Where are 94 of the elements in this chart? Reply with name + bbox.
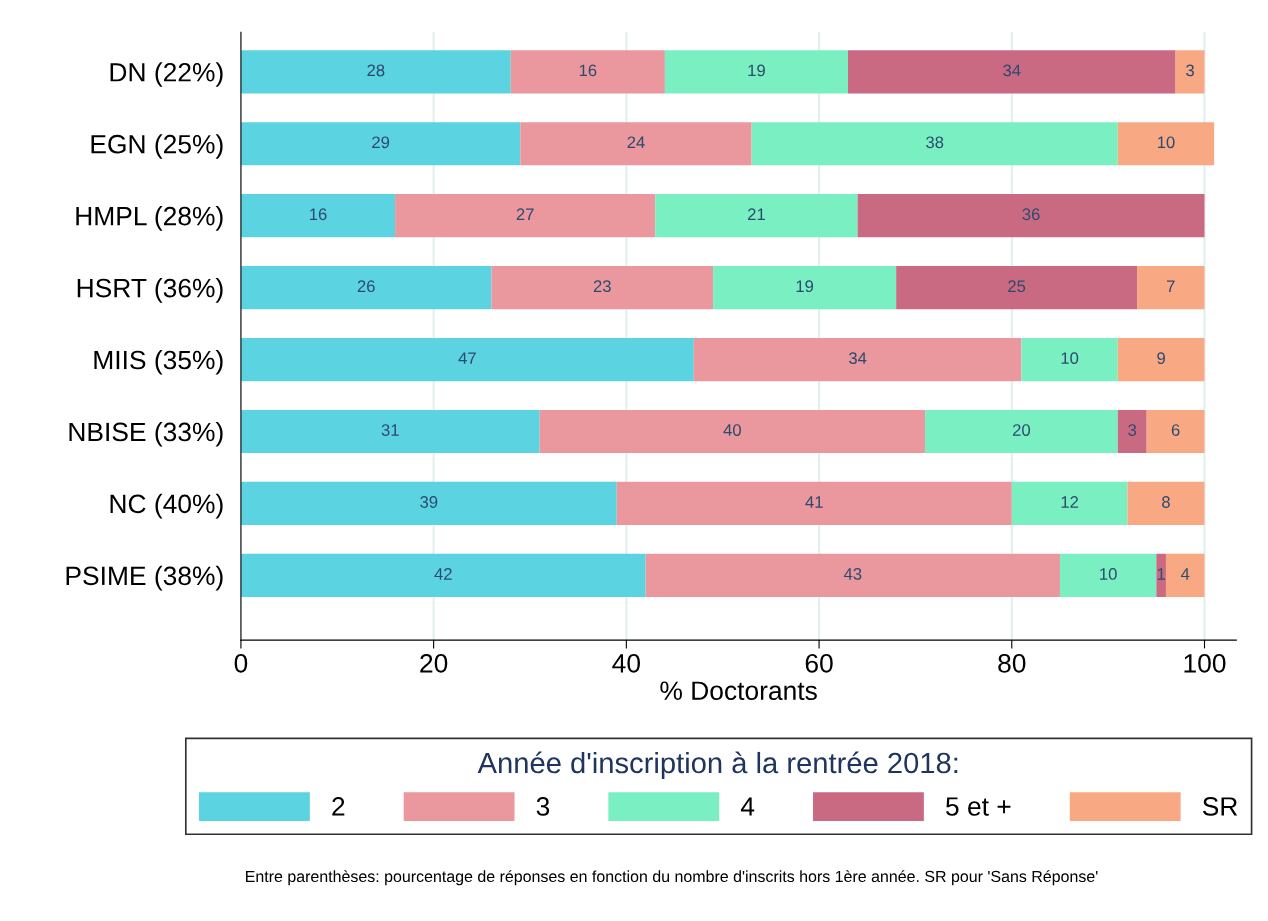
y-tick-label: HMPL (28%) xyxy=(76,206,223,231)
bar xyxy=(1127,481,1205,525)
data-label: 39 xyxy=(420,496,438,508)
legend-label: 3 xyxy=(536,797,550,816)
data-label: 24 xyxy=(627,136,645,149)
bar xyxy=(751,122,1118,166)
y-tick-label: MIIS (35%) xyxy=(94,349,223,375)
data-label: 47 xyxy=(458,352,476,364)
y-tick-label: EGN (25%) xyxy=(91,134,223,159)
bar xyxy=(510,50,665,94)
bar xyxy=(1165,553,1205,597)
bar xyxy=(240,266,492,310)
x-tick-label: 40 xyxy=(612,653,640,673)
data-label: 12 xyxy=(1061,496,1079,508)
bar xyxy=(693,337,1022,382)
data-label: 3 xyxy=(1186,64,1194,77)
y-tick-label: NC (40%) xyxy=(110,493,223,519)
bar xyxy=(240,481,617,525)
data-label: 19 xyxy=(748,64,765,77)
legend-label: 5 et + xyxy=(946,797,1011,816)
data-label: 7 xyxy=(1167,280,1175,292)
data-label: 31 xyxy=(381,424,399,436)
y-tick-label: NBISE (33%) xyxy=(69,421,223,447)
data-label: 38 xyxy=(926,136,944,149)
bar xyxy=(240,337,694,382)
legend-title: Année d'inscription à la rentrée 2018: xyxy=(477,751,958,780)
data-label: 16 xyxy=(310,208,327,221)
bar xyxy=(896,266,1138,310)
data-label: 21 xyxy=(748,208,765,220)
bar xyxy=(1117,409,1147,454)
text: Entre parenthèses: pourcentage de réponses en fonction du nombre d'inscrits hors 1ère année. SR pour 'Sans Réponse' xyxy=(246,870,1098,886)
data-label: 42 xyxy=(434,568,452,580)
legend-label: 2 xyxy=(332,797,345,816)
bar xyxy=(655,194,858,238)
data-label: 23 xyxy=(593,280,611,293)
bar xyxy=(491,266,714,310)
bar xyxy=(240,122,521,166)
bar xyxy=(1137,266,1205,310)
y-tick-label: HSRT (36%) xyxy=(77,278,223,303)
data-label: 34 xyxy=(1003,64,1021,77)
bar xyxy=(1117,122,1215,166)
legend-label: SR xyxy=(1202,797,1238,816)
bar xyxy=(925,409,1118,454)
data-label: 10 xyxy=(1061,352,1079,365)
data-label: 8 xyxy=(1162,496,1170,508)
x-tick-label: 80 xyxy=(998,653,1026,673)
bar xyxy=(240,194,396,238)
data-label: 28 xyxy=(367,64,385,77)
bar xyxy=(395,194,656,238)
bar xyxy=(1059,553,1157,597)
data-label: 4 xyxy=(1180,568,1190,580)
bar xyxy=(1146,409,1205,454)
bar xyxy=(616,481,1012,525)
data-label: 40 xyxy=(723,424,741,436)
data-label: 43 xyxy=(843,568,862,580)
y-tick-label: PSIME (38%) xyxy=(66,565,223,591)
bar xyxy=(240,553,646,597)
data-label: 41 xyxy=(805,496,823,508)
data-label: 27 xyxy=(516,208,534,220)
x-axis-title: % Doctorants xyxy=(660,681,817,701)
data-label: 10 xyxy=(1100,568,1117,580)
bar xyxy=(240,50,511,94)
bar xyxy=(1011,481,1128,525)
data-label: 19 xyxy=(796,280,814,293)
data-label: 25 xyxy=(1008,280,1026,293)
bar xyxy=(1156,553,1166,597)
data-label: 34 xyxy=(848,352,867,365)
bar xyxy=(857,194,1205,238)
x-tick-label: 100 xyxy=(1184,653,1226,673)
data-label: 6 xyxy=(1171,424,1180,436)
data-label: 29 xyxy=(372,136,390,149)
bar xyxy=(1175,50,1205,94)
bar xyxy=(520,122,752,166)
data-label: 36 xyxy=(1022,208,1040,221)
legend-label: 4 xyxy=(740,797,755,816)
data-label: 3 xyxy=(1128,424,1137,436)
x-tick-label: 20 xyxy=(420,653,448,673)
bar xyxy=(240,409,540,454)
bar xyxy=(847,50,1176,94)
bar xyxy=(1021,337,1118,382)
data-label: 16 xyxy=(579,64,597,77)
bar xyxy=(713,266,897,310)
data-label: 26 xyxy=(357,280,375,293)
data-label: 20 xyxy=(1012,424,1031,436)
data-label: 10 xyxy=(1157,136,1175,149)
y-tick-label: DN (22%) xyxy=(110,62,223,87)
bar xyxy=(645,553,1060,597)
x-tick-label: 0 xyxy=(234,653,248,673)
data-label: 1 xyxy=(1157,568,1165,580)
bar xyxy=(664,50,848,94)
bar xyxy=(539,409,926,454)
x-tick-label: 60 xyxy=(805,653,833,673)
data-label: 9 xyxy=(1157,352,1165,365)
bar xyxy=(1117,337,1205,382)
